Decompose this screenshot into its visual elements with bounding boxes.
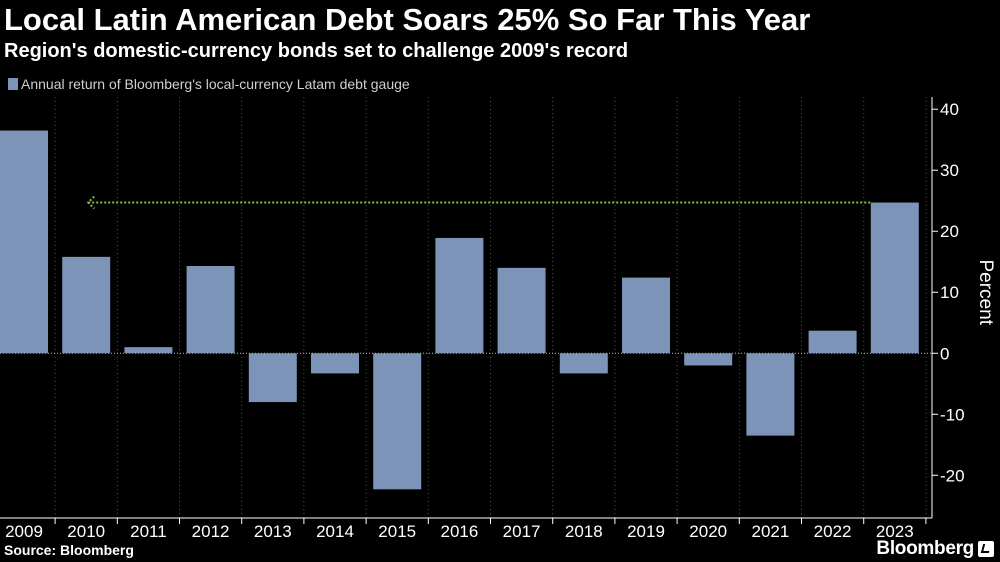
chart-title: Local Latin American Debt Soars 25% So F… bbox=[4, 2, 811, 37]
x-tick-label-2013: 2013 bbox=[254, 522, 292, 541]
chart-subtitle: Region's domestic-currency bonds set to … bbox=[4, 40, 629, 62]
bar-2016 bbox=[435, 237, 484, 354]
x-tick-label-2022: 2022 bbox=[814, 522, 852, 541]
bloomberg-mark-icon bbox=[978, 541, 994, 557]
bar-2010 bbox=[62, 256, 111, 354]
bar-2019 bbox=[622, 277, 670, 354]
bar-2017 bbox=[497, 267, 546, 354]
brand-name: Bloomberg bbox=[876, 538, 974, 559]
bar-2022 bbox=[808, 330, 857, 354]
bar-2012 bbox=[186, 266, 235, 354]
y-tick-label: -20 bbox=[940, 466, 965, 485]
reference-arrow-icon bbox=[86, 195, 95, 210]
bars bbox=[0, 130, 919, 490]
y-tick-label: 10 bbox=[940, 283, 959, 302]
y-tick-label: 20 bbox=[940, 222, 959, 241]
reference-line-group bbox=[86, 195, 871, 210]
x-tick-label-2015: 2015 bbox=[378, 522, 416, 541]
x-tick-label-2014: 2014 bbox=[316, 522, 354, 541]
x-tick-label-2016: 2016 bbox=[440, 522, 478, 541]
x-tick-label-2011: 2011 bbox=[130, 522, 167, 541]
bar-2014 bbox=[311, 353, 359, 374]
y-tick-label: -10 bbox=[940, 405, 965, 424]
x-tick-label-2020: 2020 bbox=[689, 522, 727, 541]
y-tick-label: 40 bbox=[940, 100, 959, 119]
axes: -20 -10 0 10 20 30 40 Percent 2009 2010 2011 2012 20… bbox=[0, 97, 996, 541]
bar-2013 bbox=[248, 353, 297, 403]
bar-2009 bbox=[0, 130, 48, 354]
legend-label: Annual return of Bloomberg's local-curre… bbox=[21, 76, 410, 92]
y-tick-label: 0 bbox=[940, 344, 949, 363]
bar-2020 bbox=[684, 353, 733, 366]
x-tick-label-2017: 2017 bbox=[503, 522, 541, 541]
bloomberg-logo: Bloomberg bbox=[876, 538, 994, 560]
bar-2015 bbox=[373, 353, 422, 490]
bar-2021 bbox=[746, 353, 795, 436]
bar-2011 bbox=[124, 347, 173, 354]
bar-2018 bbox=[559, 353, 608, 374]
y-axis-label: Percent bbox=[975, 260, 996, 326]
x-tick-label-2009: 2009 bbox=[5, 522, 43, 541]
y-tick-label: 30 bbox=[940, 161, 959, 180]
legend-swatch bbox=[8, 78, 18, 90]
source-note: Source: Bloomberg bbox=[4, 542, 134, 558]
x-tick-label-2023: 2023 bbox=[876, 522, 914, 541]
x-tick-label-2012: 2012 bbox=[192, 522, 230, 541]
x-tick-label-2018: 2018 bbox=[565, 522, 603, 541]
x-tick-label-2021: 2021 bbox=[751, 522, 789, 541]
bar-2023 bbox=[870, 202, 919, 354]
x-tick-label-2019: 2019 bbox=[627, 522, 665, 541]
x-tick-label-2010: 2010 bbox=[67, 522, 105, 541]
legend: Annual return of Bloomberg's local-curre… bbox=[8, 76, 410, 92]
